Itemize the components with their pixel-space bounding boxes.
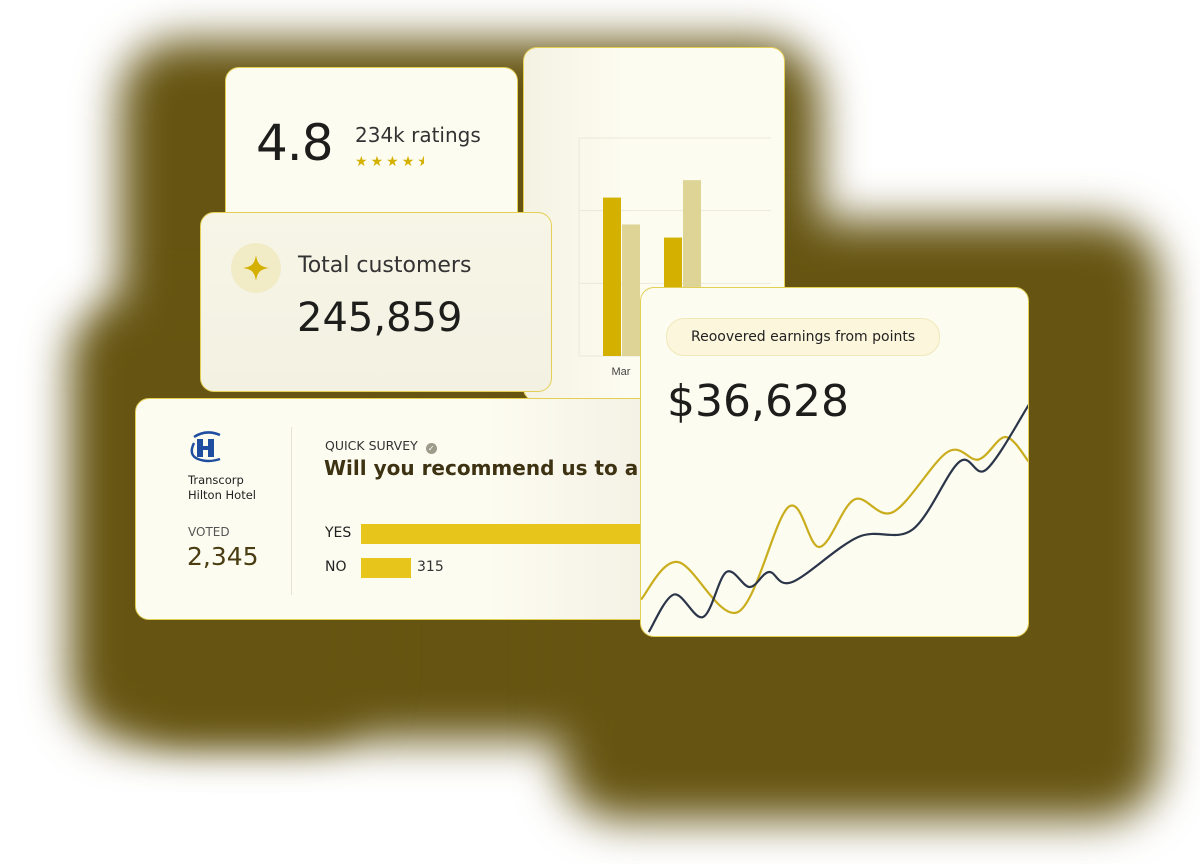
bar <box>622 224 640 356</box>
survey-question: Will you recommend us to a f <box>324 456 654 480</box>
earnings-card: Reoovered earnings from points $36,628 <box>640 287 1029 637</box>
earnings-line-chart <box>641 404 1028 633</box>
star-icon: ★ <box>401 154 418 170</box>
voted-label: VOTED <box>188 525 230 539</box>
divider <box>291 427 292 595</box>
voted-value: 2,345 <box>187 542 259 571</box>
star-rating: ★★★★★ <box>355 154 424 170</box>
ratings-count: 234k ratings <box>355 123 481 147</box>
customers-value: 245,859 <box>297 295 463 341</box>
option-no-label: NO <box>325 559 347 575</box>
brand-name-line2: Hilton Hotel <box>188 488 256 502</box>
customers-label: Total customers <box>298 253 472 278</box>
option-yes-bar <box>361 524 714 544</box>
hilton-logo-icon <box>188 429 224 469</box>
star-icon: ★ <box>386 154 402 170</box>
rating-card: 4.8 234k ratings ★★★★★ <box>225 67 518 227</box>
x-tick-label: Mar <box>612 366 631 378</box>
survey-eyebrow: QUICK SURVEY ✓ <box>325 438 437 454</box>
brand-name-line1: Transcorp <box>188 473 244 487</box>
earnings-value: $36,628 <box>667 376 849 427</box>
series-line <box>647 404 1028 633</box>
option-no-value: 315 <box>417 559 444 575</box>
total-customers-card: Total customers 245,859 <box>200 212 552 392</box>
survey-eyebrow-text: QUICK SURVEY <box>325 438 418 453</box>
star-icon: ★ <box>370 154 387 170</box>
option-yes-label: YES <box>325 525 352 541</box>
survey-card: Transcorp Hilton Hotel VOTED 2,345 QUICK… <box>135 398 715 620</box>
option-no-bar <box>361 558 411 578</box>
rating-score: 4.8 <box>256 114 334 172</box>
bar <box>603 197 621 356</box>
star-icon: ★ <box>355 154 371 170</box>
earnings-pill: Reoovered earnings from points <box>666 318 941 356</box>
sparkle-icon <box>231 243 281 293</box>
star-icon: ★ <box>417 154 424 170</box>
brand-name: Transcorp Hilton Hotel <box>188 473 256 503</box>
series-line <box>641 435 1028 614</box>
verified-badge-icon: ✓ <box>425 443 437 454</box>
